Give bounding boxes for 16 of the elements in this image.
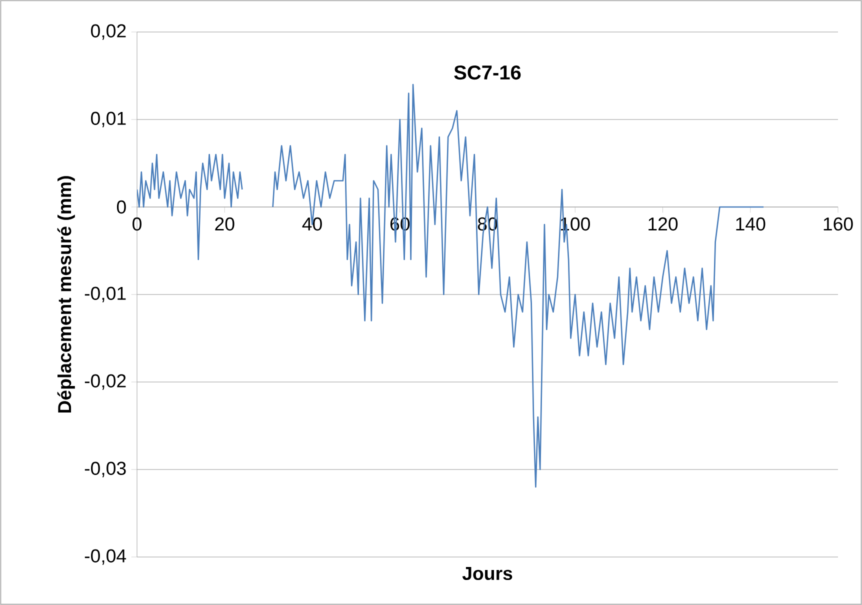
y-tick-label: 0,01: [91, 112, 126, 128]
y-tick-label: 0: [116, 200, 126, 214]
x-tick-label: 140: [736, 217, 766, 231]
y-axis-title: Déplacement mesuré (mm): [57, 176, 75, 413]
x-tick-label: 20: [215, 217, 234, 231]
y-tick-label: -0,02: [84, 374, 126, 390]
y-tick-label: 0,02: [91, 24, 126, 40]
text: SC7-16: [454, 65, 521, 80]
x-tick-label: 0: [132, 217, 142, 231]
x-tick-label: 120: [648, 217, 678, 231]
y-tick-label: -0,01: [84, 286, 126, 302]
x-tick-label: 160: [824, 217, 853, 231]
x-axis-title: Jours: [462, 567, 512, 580]
x-tick-label: 40: [302, 217, 322, 231]
y-tick-label: -0,04: [84, 549, 126, 565]
y-tick-label: -0,03: [84, 462, 126, 478]
